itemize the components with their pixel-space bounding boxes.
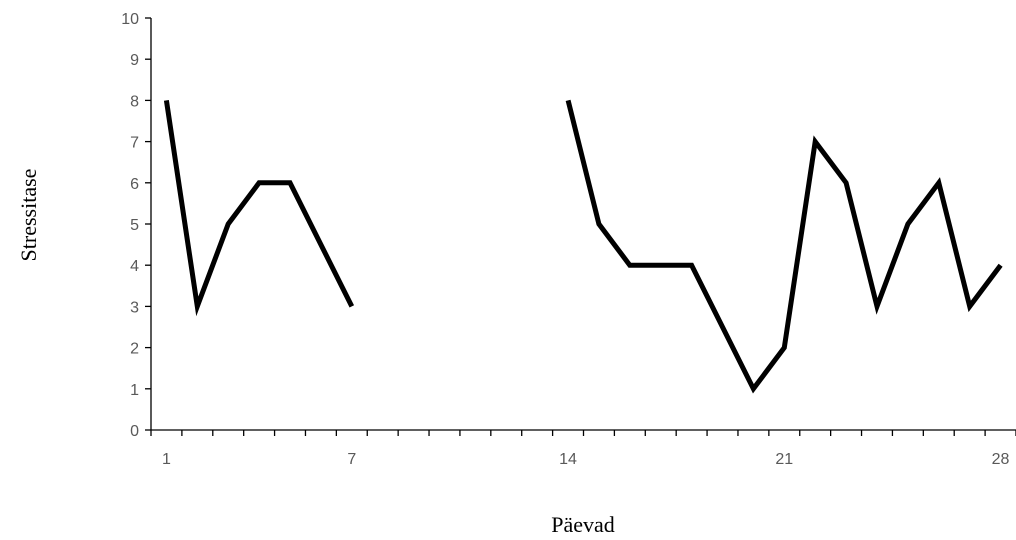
x-tick-label: 28 bbox=[992, 451, 1010, 468]
series-line-segment bbox=[565, 99, 1003, 394]
y-tick-label: 0 bbox=[130, 423, 139, 440]
y-tick-label: 9 bbox=[130, 52, 139, 69]
x-axis-title: Päevad bbox=[551, 512, 615, 537]
y-tick-label: 8 bbox=[130, 93, 139, 110]
x-tick-label: 21 bbox=[775, 451, 793, 468]
x-tick-label: 1 bbox=[162, 451, 171, 468]
y-axis: 0 1 2 3 4 5 6 7 8 9 10 bbox=[121, 11, 152, 440]
y-tick-label: 7 bbox=[130, 135, 139, 152]
y-tick-label: 5 bbox=[130, 217, 139, 234]
series-line-segment bbox=[163, 100, 355, 317]
series-layer bbox=[163, 99, 1003, 394]
x-axis: 1 7 14 21 28 bbox=[150, 429, 1016, 468]
y-tick-label: 10 bbox=[121, 11, 139, 28]
x-tick-label: 14 bbox=[559, 451, 577, 468]
y-tick-label: 1 bbox=[130, 382, 139, 399]
y-tick-label: 4 bbox=[130, 258, 139, 275]
y-tick-label: 2 bbox=[130, 341, 139, 358]
x-tick-label: 7 bbox=[347, 451, 356, 468]
y-tick-label: 6 bbox=[130, 176, 139, 193]
y-axis-title: Stressitase bbox=[16, 169, 41, 262]
y-tick-label: 3 bbox=[130, 299, 139, 316]
